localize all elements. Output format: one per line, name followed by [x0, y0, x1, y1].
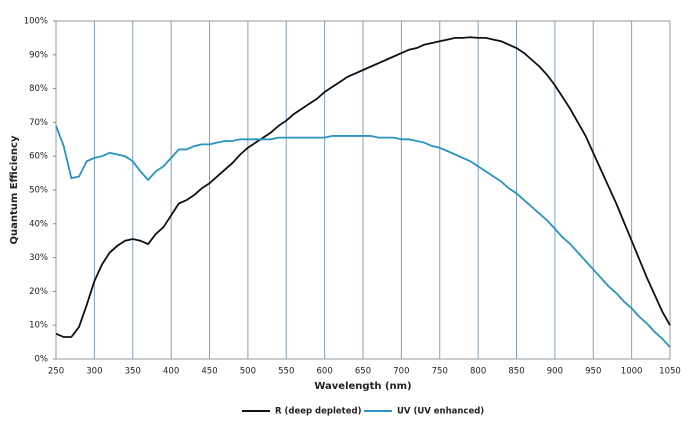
x-tick-label: 550 — [278, 367, 294, 377]
y-tick-label: 50% — [29, 186, 48, 196]
y-tick-label: 30% — [29, 253, 48, 263]
x-tick-label: 800 — [470, 367, 486, 377]
x-tick-label: 250 — [48, 367, 64, 377]
x-tick-label: 1050 — [659, 367, 681, 377]
y-tick-label: 10% — [29, 321, 48, 331]
y-axis-title: Quantum Efficiency — [9, 135, 20, 244]
y-tick-label: 40% — [29, 219, 48, 229]
x-tick-label: 350 — [125, 367, 141, 377]
x-tick-label: 950 — [585, 367, 601, 377]
x-tick-label: 1000 — [621, 367, 643, 377]
x-tick-label: 300 — [86, 367, 102, 377]
x-tick-label: 750 — [432, 367, 448, 377]
y-tick-label: 20% — [29, 287, 48, 297]
x-tick-label: 400 — [163, 367, 179, 377]
y-tick-label: 0% — [35, 355, 49, 365]
legend-label: R (deep depleted) — [275, 407, 362, 417]
legend-label: UV (UV enhanced) — [397, 407, 484, 417]
y-tick-label: 80% — [29, 84, 48, 94]
y-tick-label: 100% — [24, 17, 48, 27]
x-tick-label: 900 — [547, 367, 563, 377]
x-tick-label: 700 — [393, 367, 409, 377]
series-line — [55, 36, 671, 338]
y-tick-label: 90% — [29, 50, 48, 60]
x-tick-label: 600 — [317, 367, 333, 377]
y-tick-label: 60% — [29, 152, 48, 162]
x-axis-title: Wavelength (nm) — [314, 381, 411, 392]
x-tick-label: 450 — [201, 367, 217, 377]
plot-border — [55, 20, 671, 360]
y-tick-label: 70% — [29, 118, 48, 128]
x-tick-label: 650 — [355, 367, 371, 377]
series-line — [55, 125, 671, 348]
x-tick-label: 500 — [240, 367, 256, 377]
x-tick-label: 850 — [508, 367, 524, 377]
